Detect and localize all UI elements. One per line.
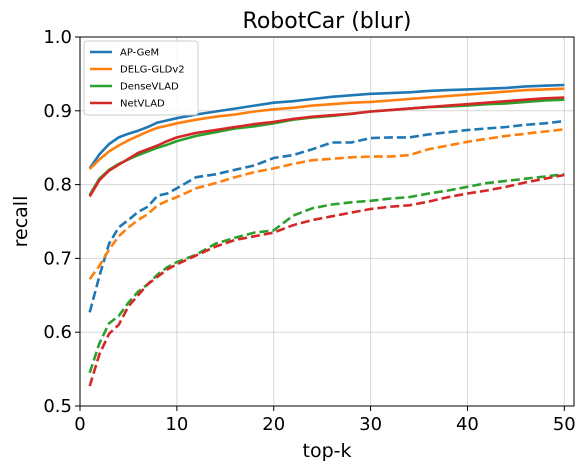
y-tick-label: 0.9	[43, 101, 72, 122]
legend-label: DenseVLAD	[120, 82, 179, 93]
axis-ticks: 0 10 20 30 40 50 0.5 0.6 0.7 0.8 0.9 1.0	[43, 27, 575, 435]
y-tick-label: 0.5	[43, 396, 72, 417]
legend-label: DELG-GLDv2	[120, 65, 185, 76]
legend: AP-GeM DELG-GLDv2 DenseVLAD NetVLAD	[83, 40, 199, 116]
x-tick-label: 20	[262, 414, 285, 435]
solid-series-line-1	[88, 87, 565, 171]
y-tick-label: 0.6	[43, 322, 72, 343]
x-tick-label: 40	[456, 414, 479, 435]
x-tick-label: 10	[165, 414, 188, 435]
solid-series-line-0	[88, 83, 565, 170]
legend-box	[83, 40, 199, 116]
y-tick-label: 1.0	[43, 27, 72, 48]
legend-label: NetVLAD	[120, 99, 165, 110]
dashed-series-line-4	[88, 119, 565, 313]
y-axis-label: recall	[10, 196, 32, 248]
legend-label: AP-GeM	[120, 48, 159, 59]
solid-series-line-3	[88, 96, 565, 198]
dashed-series-line-7	[88, 173, 565, 387]
grid	[79, 36, 574, 407]
x-axis-label: top-k	[303, 440, 352, 462]
chart-title: RobotCar (blur)	[243, 9, 412, 34]
y-tick-label: 0.8	[43, 175, 72, 196]
y-tick-label: 0.7	[43, 248, 72, 269]
x-tick-label: 50	[553, 414, 576, 435]
x-tick-label: 30	[359, 414, 382, 435]
dashed-series-line-5	[88, 128, 565, 280]
dashed-series-line-6	[88, 173, 565, 374]
series-lines	[88, 83, 565, 387]
axes-frame	[79, 36, 575, 407]
x-tick-label: 0	[74, 414, 85, 435]
